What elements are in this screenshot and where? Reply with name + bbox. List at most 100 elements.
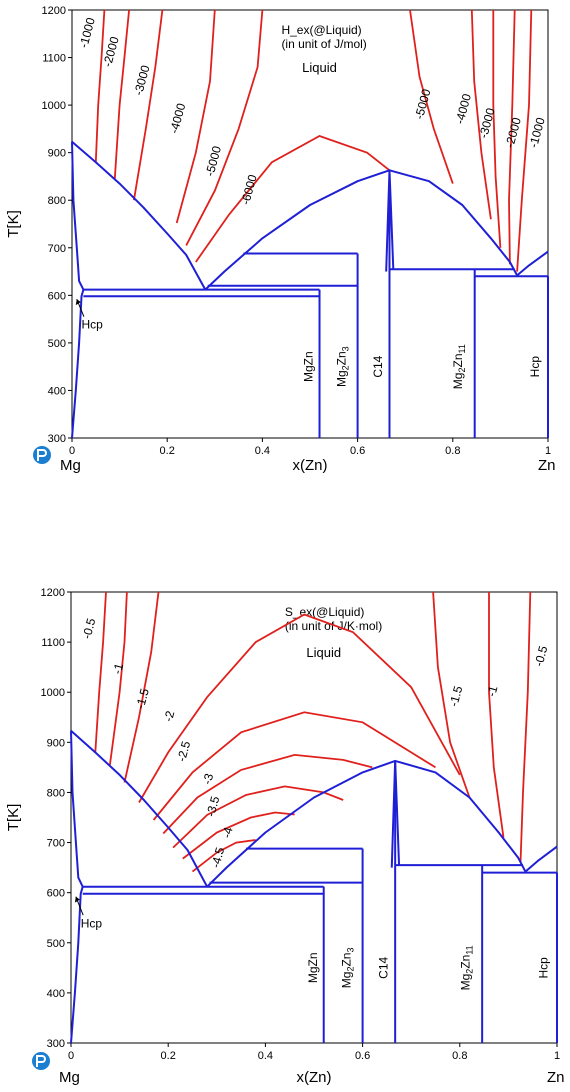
- chart-panel-2: 300 400 500 600 700 800 900 1000 1100 1200 0 0.2 0.4…: [5, 587, 565, 1086]
- y-tick-label: 700: [48, 243, 66, 255]
- phase-label: Mg2Zn11: [458, 945, 474, 990]
- x-tick-label: 0: [68, 1050, 74, 1062]
- contour-line: [172, 785, 344, 849]
- contour-line: [94, 591, 107, 753]
- contour-label: -2: [161, 709, 177, 723]
- phase-label: C14: [371, 355, 385, 377]
- x-tick-label: 0.6: [355, 1050, 370, 1062]
- phase-boundary-liquidus-mg: [70, 730, 208, 888]
- contour-line: [519, 591, 532, 863]
- x-axis-label: x(Zn): [293, 457, 328, 474]
- contour-line: [162, 753, 373, 835]
- left-component-label: Mg: [59, 1069, 80, 1086]
- y-tick-label: 800: [47, 787, 65, 799]
- hcp-arrow-head: [74, 896, 80, 903]
- x-tick-label: 0.2: [160, 445, 175, 457]
- y-tick-label: 1200: [41, 587, 65, 599]
- contour-line: [152, 711, 436, 821]
- hcp-arrow-head: [75, 299, 81, 306]
- y-tick-label: 400: [47, 988, 65, 1000]
- chart-subtitle: (in unit of J/mol): [281, 37, 366, 51]
- hcp-mg-label: Hcp: [82, 318, 104, 332]
- phase-label: MgZn: [306, 952, 320, 983]
- chart-title: H_ex(@Liquid): [281, 23, 361, 37]
- right-component-label: Zn: [547, 1069, 565, 1086]
- phase-label: Hcp: [528, 356, 542, 378]
- y-tick-label: 1000: [42, 100, 66, 112]
- contour-line: [94, 9, 106, 163]
- contour-line: [191, 839, 256, 873]
- phase-label: Mg2Zn3: [339, 947, 355, 988]
- phase-label: Hcp: [537, 957, 551, 979]
- phase-boundary-liquidus-zn: [516, 250, 549, 277]
- contour-label: -4.5: [208, 845, 227, 869]
- software-logo-icon: [32, 1052, 50, 1070]
- phase-boundary-liquidus-zn: [524, 845, 558, 873]
- contour-label: -3.5: [203, 794, 222, 818]
- liquid-region-label: Liquid: [306, 645, 341, 660]
- contour-label: -6000: [238, 173, 260, 207]
- y-tick-label: 800: [48, 195, 66, 207]
- y-tick-label: 600: [47, 888, 65, 900]
- y-tick-label: 1200: [42, 5, 66, 17]
- contour-line: [182, 811, 295, 860]
- y-axis-label: T[K]: [5, 804, 22, 832]
- phase-label: MgZn: [302, 351, 316, 382]
- left-component-label: Mg: [60, 457, 81, 474]
- y-tick-label: 1000: [41, 687, 65, 699]
- phase-boundary-hcp-mg-solvus: [70, 730, 84, 1044]
- phase-boundary-liquidus-c14-zn: [389, 169, 518, 276]
- y-tick-label: 900: [47, 737, 65, 749]
- contour-line: [492, 10, 502, 248]
- contour-line: [138, 613, 461, 803]
- contour-label: -1: [110, 661, 126, 675]
- liquid-region-label: Liquid: [302, 60, 337, 75]
- contour-label: -1.5: [133, 687, 152, 711]
- y-tick-label: 500: [48, 338, 66, 350]
- x-axis-label: x(Zn): [297, 1069, 332, 1086]
- plot-frame: [70, 591, 558, 1044]
- x-tick-label: 0.8: [452, 1050, 467, 1062]
- contour-line: [488, 592, 505, 838]
- phase-boundary-liquidus-c14-zn: [394, 759, 527, 873]
- contour-line: [409, 9, 454, 184]
- contour-line: [508, 9, 516, 265]
- x-tick-label: 0.8: [445, 445, 460, 457]
- x-tick-label: 1: [545, 445, 551, 457]
- contour-label: -3: [200, 772, 216, 786]
- contour-line: [432, 591, 471, 798]
- contour-label: -2.5: [174, 739, 193, 763]
- phase-boundary-hcp-mg-solvus: [71, 141, 85, 439]
- contour-label: -1: [484, 684, 500, 698]
- contour-line: [195, 135, 391, 263]
- software-logo-icon: [33, 446, 51, 464]
- contour-label: -2000: [502, 116, 524, 150]
- y-tick-label: 600: [48, 290, 66, 302]
- contour-label: -3000: [131, 63, 153, 97]
- contour-line: [185, 9, 264, 246]
- phase-boundary-c14-spike: [385, 169, 395, 272]
- contour-line: [109, 591, 128, 766]
- contour-line: [123, 591, 160, 783]
- contour-label: -4000: [167, 101, 189, 135]
- contour-line: [113, 9, 130, 179]
- x-tick-label: 0.4: [255, 445, 270, 457]
- contour-label: -0.5: [532, 644, 551, 668]
- chart-panel-1: 300 400 500 600 700 800 900 1000 1100 1200 0 0.2 0.4…: [5, 5, 556, 474]
- phase-label: Mg2Zn11: [451, 344, 467, 389]
- y-tick-label: 900: [48, 148, 66, 160]
- x-tick-label: 1: [554, 1050, 560, 1062]
- contour-line: [516, 9, 533, 272]
- phase-label: Mg2Zn3: [334, 346, 350, 387]
- x-tick-label: 0.2: [161, 1050, 176, 1062]
- contour-label: -4: [219, 825, 235, 839]
- y-tick-label: 400: [48, 385, 66, 397]
- chart-title: S_ex(@Liquid): [285, 605, 365, 619]
- contour-label: -1000: [526, 116, 548, 150]
- contour-label: -4000: [452, 92, 474, 126]
- contour-label: -1000: [76, 16, 98, 50]
- contour-line: [470, 9, 492, 220]
- phase-boundary-c14-spike: [390, 759, 401, 868]
- contour-label: -0.5: [80, 616, 99, 640]
